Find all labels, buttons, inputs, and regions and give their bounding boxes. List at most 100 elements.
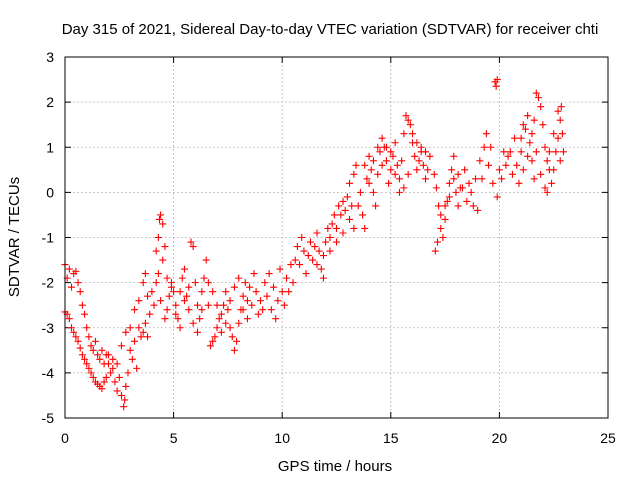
data-point (159, 256, 167, 264)
data-point (369, 188, 377, 196)
data-point (141, 270, 149, 278)
data-point (72, 333, 80, 341)
data-point (180, 265, 188, 273)
data-point (339, 229, 347, 237)
data-point (454, 170, 462, 178)
data-point (532, 148, 540, 156)
data-point (319, 252, 327, 260)
data-point (87, 369, 95, 377)
data-point (550, 130, 558, 138)
data-point (256, 297, 264, 305)
data-point (204, 279, 212, 287)
data-point (400, 130, 408, 138)
data-point (517, 148, 525, 156)
data-point (287, 261, 295, 269)
data-point (150, 301, 158, 309)
x-tick-label: 20 (492, 430, 508, 446)
data-point (395, 188, 403, 196)
data-point (191, 279, 199, 287)
data-point (328, 220, 336, 228)
data-point (274, 297, 282, 305)
data-point (559, 148, 567, 156)
data-point (131, 306, 139, 314)
y-tick-label: 1 (46, 139, 54, 155)
data-point (193, 301, 201, 309)
y-tick-label: -4 (42, 365, 55, 381)
data-point (450, 175, 458, 183)
data-point (439, 234, 447, 241)
data-point (324, 224, 332, 232)
data-point (537, 103, 545, 111)
data-point (70, 328, 78, 336)
data-point (189, 243, 197, 251)
data-point (528, 130, 536, 138)
data-point (222, 319, 230, 327)
data-point (233, 337, 241, 345)
data-point (343, 193, 351, 201)
data-point (493, 76, 501, 84)
data-point (326, 234, 334, 241)
data-point (339, 197, 347, 205)
data-point (107, 369, 115, 377)
y-tick-label: 3 (46, 49, 54, 65)
data-point (513, 161, 521, 169)
data-point (372, 202, 380, 210)
data-point (552, 148, 560, 156)
data-point (374, 143, 382, 151)
data-point (226, 297, 234, 305)
data-point (144, 292, 152, 300)
data-point (178, 274, 186, 282)
data-point (98, 385, 106, 393)
data-point (246, 283, 254, 291)
data-point (213, 324, 221, 332)
data-point (176, 288, 184, 296)
data-point (413, 139, 421, 147)
y-tick-label: 0 (46, 184, 54, 200)
data-point (68, 324, 76, 332)
data-point (530, 116, 538, 124)
data-point (89, 346, 97, 354)
data-point (365, 152, 373, 160)
data-point (493, 193, 501, 201)
data-point (115, 373, 123, 381)
data-point (65, 315, 73, 323)
data-point (109, 364, 117, 372)
data-point (350, 224, 358, 232)
data-point (404, 116, 412, 124)
data-point (185, 306, 193, 314)
data-point (293, 243, 301, 251)
data-point (139, 328, 147, 336)
data-series (61, 76, 567, 411)
data-point (289, 279, 297, 287)
data-point (122, 328, 130, 336)
data-point (117, 342, 125, 350)
data-point (222, 288, 230, 296)
data-point (391, 139, 399, 147)
data-point (424, 166, 432, 174)
data-point (472, 175, 480, 183)
data-point (413, 166, 421, 174)
data-point (502, 161, 510, 169)
data-point (248, 301, 256, 309)
data-point (85, 364, 93, 372)
data-point (333, 224, 340, 232)
data-point (395, 175, 403, 183)
data-point (100, 378, 108, 386)
data-point (189, 319, 197, 327)
data-point (215, 315, 223, 323)
data-point (165, 292, 173, 300)
data-point (74, 279, 82, 287)
data-point (263, 292, 271, 300)
chart-title: Day 315 of 2021, Sidereal Day-to-day VTE… (62, 21, 599, 38)
data-point (498, 175, 506, 183)
data-point (367, 166, 375, 174)
data-point (422, 148, 430, 156)
y-tick-label: -3 (42, 320, 55, 336)
y-tick-label: -5 (42, 410, 55, 426)
data-point (534, 94, 542, 102)
data-point (313, 261, 321, 269)
data-point (363, 175, 371, 183)
data-point (96, 355, 104, 363)
data-point (126, 324, 134, 332)
data-point (519, 121, 527, 129)
